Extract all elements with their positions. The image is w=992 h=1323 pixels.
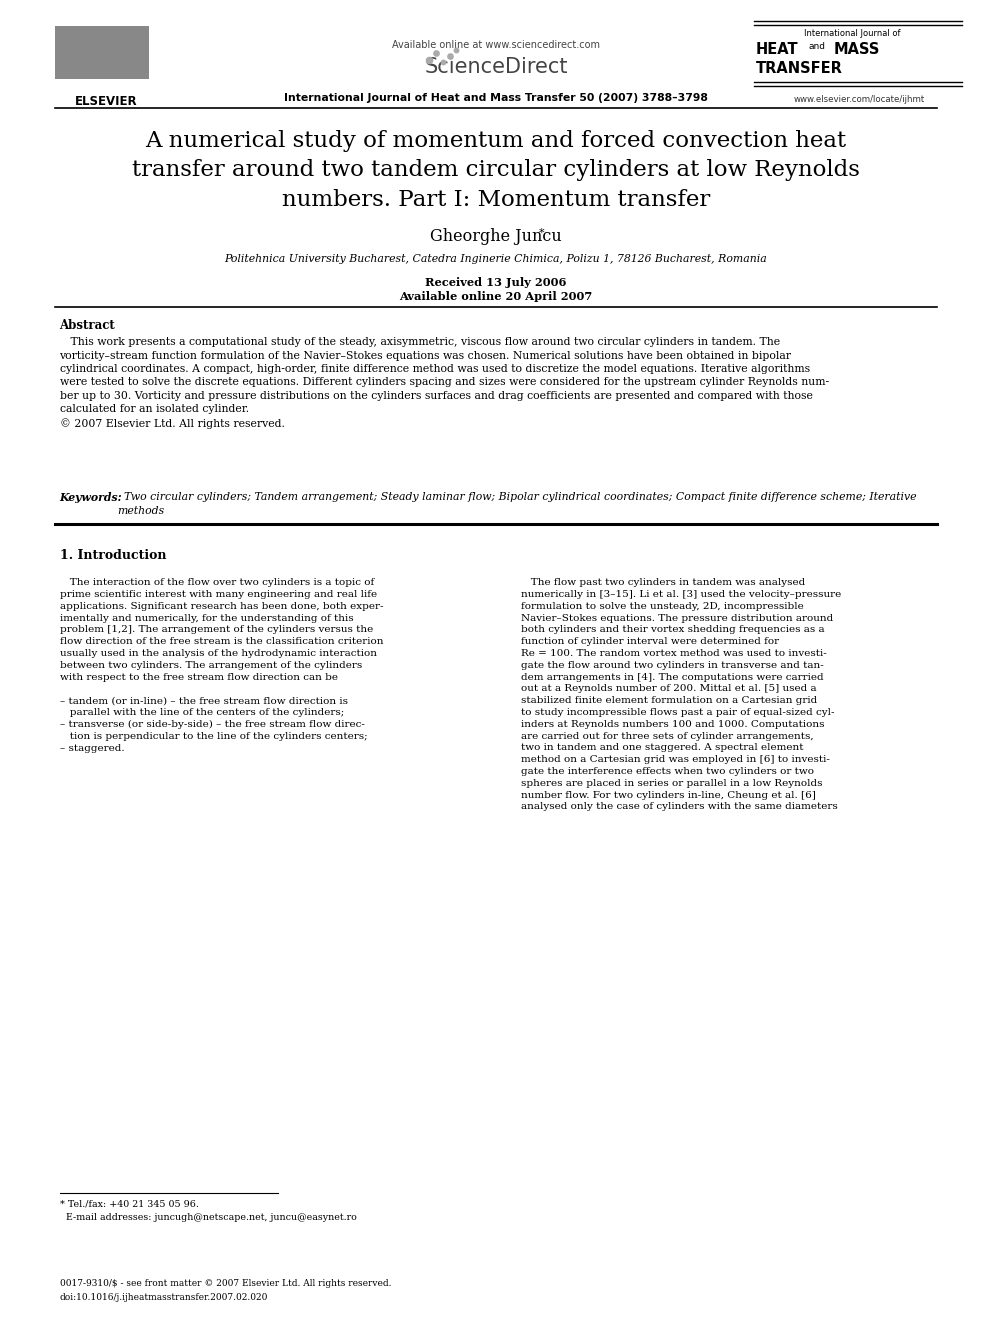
Text: www.elsevier.com/locate/ijhmt: www.elsevier.com/locate/ijhmt xyxy=(794,95,925,105)
Text: Keywords:: Keywords: xyxy=(60,492,122,503)
Text: Abstract: Abstract xyxy=(60,319,115,332)
Text: Gheorghe Juncu: Gheorghe Juncu xyxy=(431,228,561,245)
Text: TRANSFER: TRANSFER xyxy=(756,61,843,75)
Text: HEAT: HEAT xyxy=(756,42,799,57)
Text: 0017-9310/$ - see front matter © 2007 Elsevier Ltd. All rights reserved.: 0017-9310/$ - see front matter © 2007 El… xyxy=(60,1279,391,1289)
Text: doi:10.1016/j.ijheatmasstransfer.2007.02.020: doi:10.1016/j.ijheatmasstransfer.2007.02… xyxy=(60,1293,268,1302)
Text: International Journal of Heat and Mass Transfer 50 (2007) 3788–3798: International Journal of Heat and Mass T… xyxy=(284,93,708,103)
Text: and: and xyxy=(808,42,825,52)
Text: Two circular cylinders; Tandem arrangement; Steady laminar flow; Bipolar cylindr: Two circular cylinders; Tandem arrangeme… xyxy=(117,492,917,516)
Text: * Tel./fax: +40 21 345 05 96.: * Tel./fax: +40 21 345 05 96. xyxy=(60,1200,198,1209)
Bar xyxy=(55,26,149,79)
Text: This work presents a computational study of the steady, axisymmetric, viscous fl: This work presents a computational study… xyxy=(60,337,828,429)
Text: MASS: MASS xyxy=(833,42,880,57)
Text: 1. Introduction: 1. Introduction xyxy=(60,549,166,562)
Text: A numerical study of momentum and forced convection heat
transfer around two tan: A numerical study of momentum and forced… xyxy=(132,130,860,210)
Text: The flow past two cylinders in tandem was analysed
numerically in [3–15]. Li et : The flow past two cylinders in tandem wa… xyxy=(521,578,841,811)
Text: Available online at www.sciencedirect.com: Available online at www.sciencedirect.co… xyxy=(392,40,600,50)
Text: ELSEVIER: ELSEVIER xyxy=(74,95,137,108)
Text: Available online 20 April 2007: Available online 20 April 2007 xyxy=(400,291,592,302)
Text: E-mail addresses: juncugh@netscape.net, juncu@easynet.ro: E-mail addresses: juncugh@netscape.net, … xyxy=(60,1213,356,1222)
Text: ScienceDirect: ScienceDirect xyxy=(425,57,567,77)
Text: International Journal of: International Journal of xyxy=(804,29,900,38)
Text: Received 13 July 2006: Received 13 July 2006 xyxy=(426,277,566,287)
Text: *: * xyxy=(447,228,545,238)
Text: The interaction of the flow over two cylinders is a topic of
prime scientific in: The interaction of the flow over two cyl… xyxy=(60,578,383,753)
Text: Politehnica University Bucharest, Catedra Inginerie Chimica, Polizu 1, 78126 Buc: Politehnica University Bucharest, Catedr… xyxy=(224,254,768,265)
